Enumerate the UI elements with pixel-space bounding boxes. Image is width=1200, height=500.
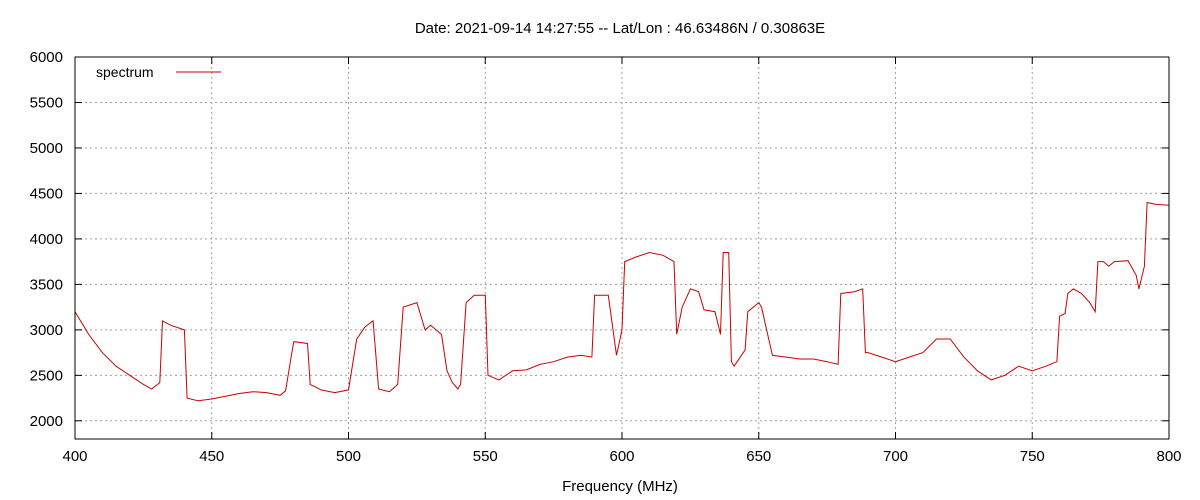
y-tick-label-5000: 5000 xyxy=(30,140,63,157)
x-tick-label-500: 500 xyxy=(336,448,361,465)
y-tick-label-4500: 4500 xyxy=(30,185,63,202)
chart-title: Date: 2021-09-14 14:27:55 -- Lat/Lon : 4… xyxy=(415,20,825,37)
y-tick-label-2000: 2000 xyxy=(30,413,63,430)
y-tick-labels: 2000 2500 3000 3500 4000 4500 5000 5500 6000 xyxy=(30,49,63,430)
x-tick-label-600: 600 xyxy=(609,448,634,465)
x-tick-label-650: 650 xyxy=(746,448,771,465)
x-tick-label-550: 550 xyxy=(473,448,498,465)
x-tick-label-450: 450 xyxy=(199,448,224,465)
legend: spectrum xyxy=(96,64,221,80)
y-tick-label-3500: 3500 xyxy=(30,276,63,293)
series-line-spectrum xyxy=(74,201,1170,402)
series-group xyxy=(74,201,1170,402)
y-tick-label-6000: 6000 xyxy=(30,49,63,66)
x-tick-label-800: 800 xyxy=(1156,448,1181,465)
y-tick-label-3000: 3000 xyxy=(30,322,63,339)
x-tick-label-400: 400 xyxy=(62,448,87,465)
y-tick-label-5500: 5500 xyxy=(30,94,63,111)
grid-lines xyxy=(75,57,1169,439)
y-tick-label-2500: 2500 xyxy=(30,367,63,384)
legend-label-spectrum: spectrum xyxy=(96,64,154,80)
y-tick-label-4000: 4000 xyxy=(30,231,63,248)
x-tick-label-750: 750 xyxy=(1020,448,1045,465)
x-axis-label: Frequency (MHz) xyxy=(562,478,678,495)
x-tick-labels: 400 450 500 550 600 650 700 750 800 xyxy=(62,448,1181,465)
plot-frame xyxy=(74,56,1170,440)
x-tick-label-700: 700 xyxy=(883,448,908,465)
